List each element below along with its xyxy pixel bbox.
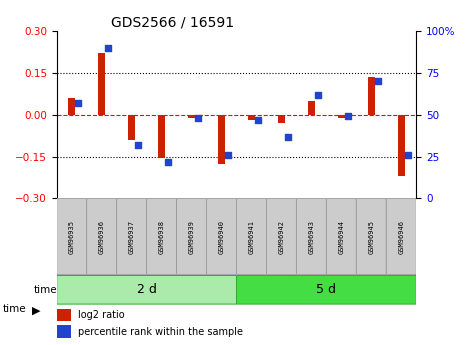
- FancyBboxPatch shape: [57, 198, 87, 275]
- Point: [284, 134, 292, 139]
- Bar: [278, 115, 285, 123]
- Bar: [307, 101, 315, 115]
- Point: [254, 117, 262, 122]
- Point: [194, 115, 202, 121]
- Text: GSM96935: GSM96935: [69, 219, 75, 254]
- Point: [344, 114, 352, 119]
- Point: [374, 79, 382, 84]
- FancyBboxPatch shape: [117, 198, 147, 275]
- FancyBboxPatch shape: [297, 198, 326, 275]
- Point: [224, 152, 232, 158]
- FancyBboxPatch shape: [266, 198, 297, 275]
- Point: [105, 45, 112, 51]
- Bar: [397, 115, 405, 176]
- Text: GSM96940: GSM96940: [219, 219, 225, 254]
- Text: GSM96943: GSM96943: [308, 219, 315, 254]
- Bar: [158, 115, 166, 158]
- Text: GSM96937: GSM96937: [129, 219, 135, 254]
- Text: GSM96944: GSM96944: [338, 219, 344, 254]
- FancyBboxPatch shape: [87, 198, 117, 275]
- Text: time: time: [2, 304, 26, 314]
- FancyBboxPatch shape: [236, 198, 266, 275]
- Text: GSM96939: GSM96939: [189, 219, 194, 254]
- FancyBboxPatch shape: [326, 198, 356, 275]
- Text: GSM96938: GSM96938: [158, 219, 165, 254]
- FancyBboxPatch shape: [176, 198, 207, 275]
- FancyBboxPatch shape: [207, 198, 236, 275]
- Point: [314, 92, 322, 97]
- Text: time: time: [34, 285, 57, 295]
- Bar: [68, 98, 76, 115]
- Bar: [128, 115, 135, 140]
- FancyBboxPatch shape: [57, 276, 236, 304]
- Bar: [57, 325, 71, 338]
- Point: [404, 152, 412, 158]
- Text: GSM96942: GSM96942: [279, 219, 284, 254]
- Bar: [98, 53, 105, 115]
- Text: log2 ratio: log2 ratio: [79, 310, 125, 320]
- Bar: [188, 115, 195, 118]
- Point: [134, 142, 142, 148]
- Text: GSM96945: GSM96945: [368, 219, 374, 254]
- Point: [75, 100, 82, 106]
- Bar: [338, 115, 345, 118]
- Bar: [368, 77, 375, 115]
- Text: 5 d: 5 d: [316, 283, 336, 296]
- FancyBboxPatch shape: [236, 276, 416, 304]
- Bar: [218, 115, 225, 164]
- Text: GSM96941: GSM96941: [248, 219, 254, 254]
- FancyBboxPatch shape: [386, 198, 416, 275]
- FancyBboxPatch shape: [356, 198, 386, 275]
- Text: 2 d: 2 d: [137, 283, 157, 296]
- Text: ▶: ▶: [32, 306, 41, 315]
- Bar: [57, 309, 71, 322]
- FancyBboxPatch shape: [147, 198, 176, 275]
- Text: percentile rank within the sample: percentile rank within the sample: [79, 327, 243, 337]
- Text: GDS2566 / 16591: GDS2566 / 16591: [111, 16, 234, 30]
- Point: [165, 159, 172, 165]
- Bar: [248, 115, 255, 120]
- Text: GSM96946: GSM96946: [398, 219, 404, 254]
- Text: GSM96936: GSM96936: [99, 219, 105, 254]
